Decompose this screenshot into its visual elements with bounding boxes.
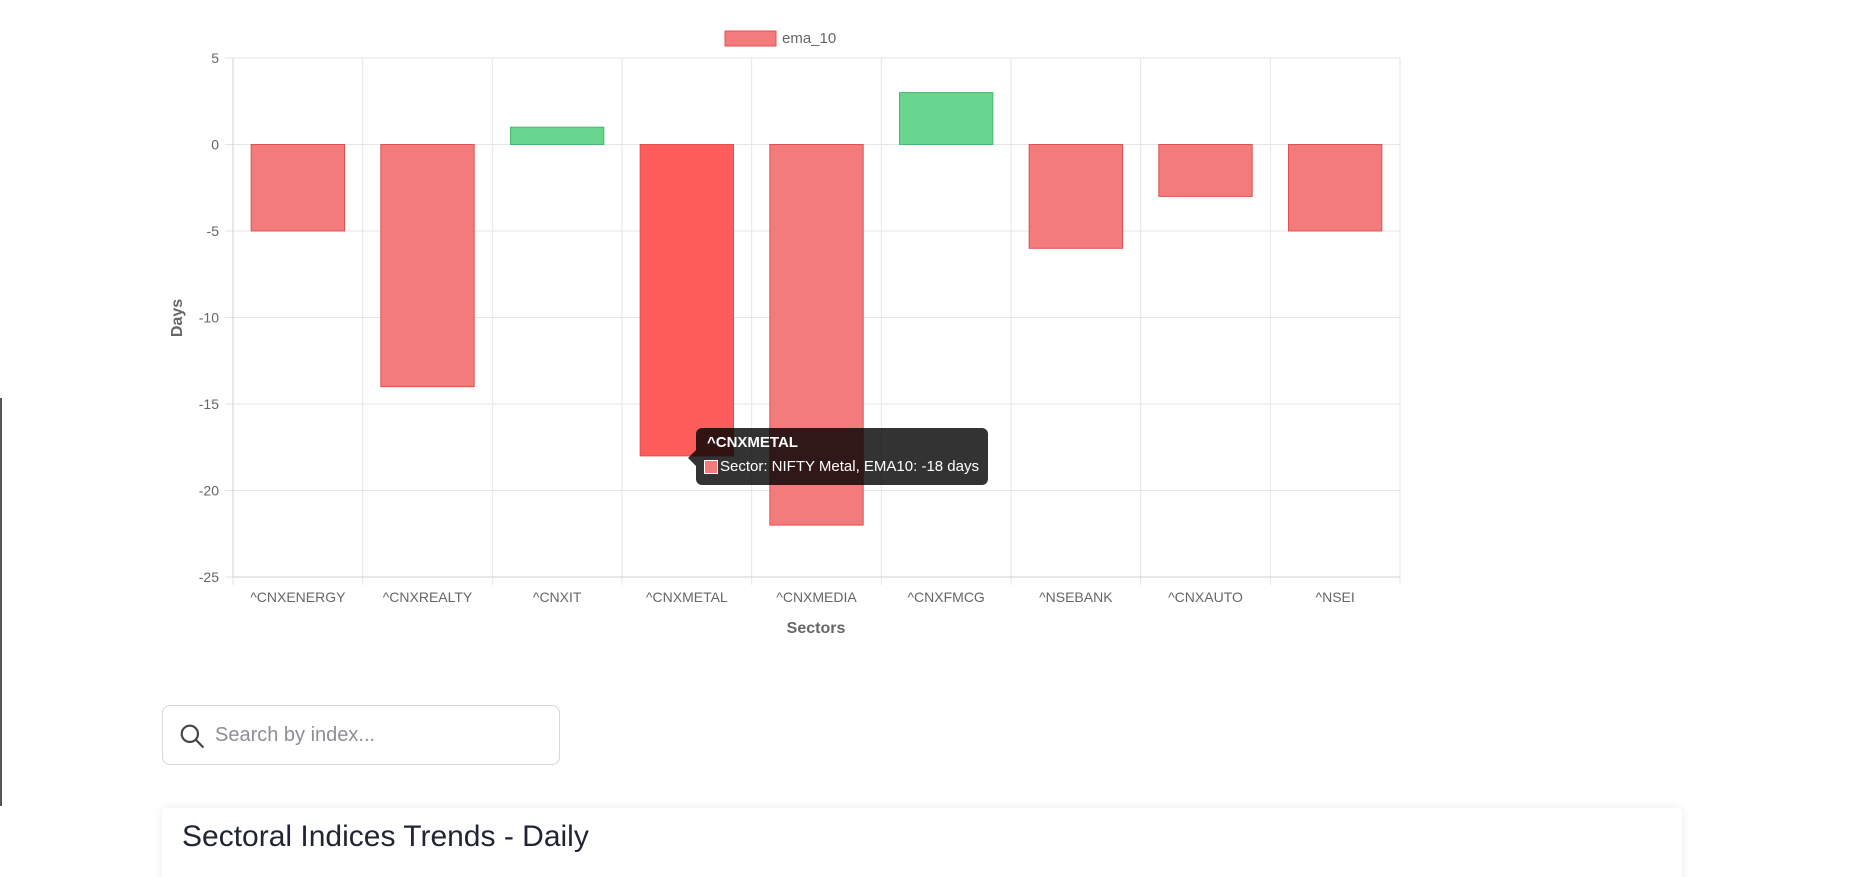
- bar-cnxfmcg: [898, 92, 994, 145]
- tooltip-caret: [688, 450, 696, 466]
- bar-cnxenergy: [250, 144, 346, 232]
- tooltip-title: ^CNXMETAL: [707, 434, 798, 451]
- legend-swatch[interactable]: [724, 30, 777, 47]
- search-icon: [180, 724, 204, 748]
- x-tick-label: ^CNXREALTY: [383, 589, 473, 605]
- bar-nsei: [1287, 144, 1383, 232]
- x-tick-label: ^CNXMEDIA: [776, 589, 857, 605]
- bar-nsebank: [1028, 144, 1124, 249]
- legend-label[interactable]: ema_10: [782, 30, 836, 47]
- x-tick-label: ^CNXENERGY: [250, 589, 346, 605]
- y-tick-label: -25: [199, 569, 219, 585]
- y-tick-label: 0: [211, 137, 219, 153]
- bar-cnxrealty: [380, 144, 475, 388]
- search-box[interactable]: [162, 705, 560, 765]
- x-tick-label: ^CNXFMCG: [907, 589, 984, 605]
- ema-bar-chart: ema_10 Days Sectors 5 0 -5 -10 -15 -20 -25 ^CNX…: [169, 30, 1401, 637]
- x-tick-label: ^CNXMETAL: [646, 589, 728, 605]
- bar-cnxit: [509, 126, 605, 145]
- trends-card: Sectoral Indices Trends - Daily: [162, 808, 1682, 877]
- chart-grid: [225, 57, 1401, 585]
- bar-cnxmetal: [639, 144, 735, 457]
- card-title: Sectoral Indices Trends - Daily: [182, 820, 589, 853]
- x-tick-label: ^CNXIT: [533, 589, 582, 605]
- chart-labels: ema_10 Days Sectors 5 0 -5 -10 -15 -20 -25 ^CNX…: [169, 30, 1355, 637]
- y-axis-title: Days: [169, 299, 186, 337]
- x-axis-title: Sectors: [787, 620, 846, 637]
- x-tick-label: ^NSEBANK: [1039, 589, 1113, 605]
- chart-bars: [250, 92, 1383, 526]
- y-tick-label: -20: [199, 483, 219, 499]
- y-tick-label: 5: [211, 50, 219, 66]
- chart-tooltip: ^CNXMETAL Sector: NIFTY Metal, EMA10: -1…: [688, 428, 988, 485]
- search-input[interactable]: [213, 718, 545, 752]
- y-tick-label: -10: [199, 310, 219, 326]
- y-tick-label: -15: [199, 396, 219, 412]
- tooltip-color-swatch: [704, 460, 718, 474]
- x-tick-label: ^CNXAUTO: [1168, 589, 1243, 605]
- tooltip-body: Sector: NIFTY Metal, EMA10: -18 days: [720, 458, 979, 475]
- x-tick-label: ^NSEI: [1316, 589, 1355, 605]
- bar-cnxauto: [1158, 144, 1253, 197]
- window-edge: [0, 398, 2, 806]
- y-tick-label: -5: [207, 223, 220, 239]
